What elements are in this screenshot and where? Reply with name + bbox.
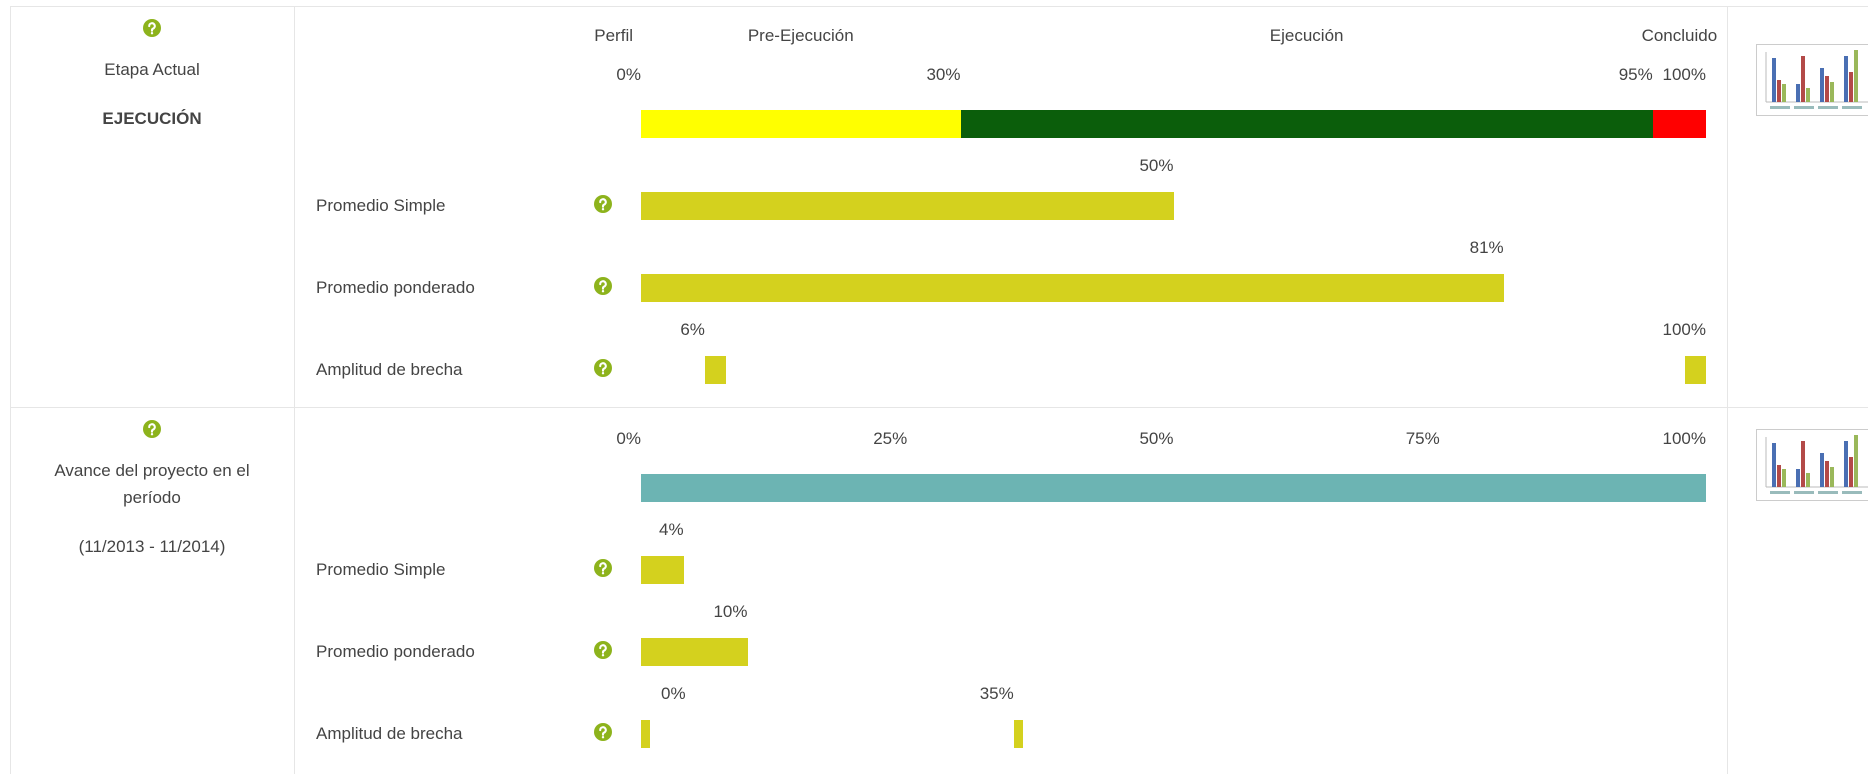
range-marker bbox=[1685, 356, 1706, 384]
stage-label: Concluido bbox=[1641, 26, 1718, 45]
column-separator bbox=[294, 6, 295, 774]
scale-label: 25% bbox=[873, 429, 908, 448]
metric-bar bbox=[641, 192, 1174, 220]
table-border bbox=[10, 6, 1868, 7]
metric-bar bbox=[641, 274, 1504, 302]
row-subtitle: EJECUCIÓN bbox=[102, 109, 202, 128]
metric-name: Amplitud de brecha bbox=[316, 360, 463, 379]
range-marker bbox=[704, 356, 726, 384]
scale-label: 0% bbox=[616, 429, 641, 448]
help-icon[interactable] bbox=[594, 641, 612, 659]
range-marker bbox=[641, 720, 650, 748]
metric-value-label: 6% bbox=[680, 320, 705, 339]
stage-bar bbox=[641, 474, 1706, 502]
help-icon[interactable] bbox=[594, 723, 612, 741]
help-icon[interactable] bbox=[594, 195, 612, 213]
chart-thumbnail[interactable] bbox=[1756, 429, 1868, 501]
row-title: Avance del proyecto en el período bbox=[54, 461, 250, 507]
metric-name: Promedio ponderado bbox=[316, 642, 475, 661]
stage-label: Pre-Ejecución bbox=[747, 26, 854, 45]
metric-bar bbox=[641, 638, 748, 666]
help-icon[interactable] bbox=[594, 277, 612, 295]
metric-value-label: 50% bbox=[1139, 156, 1174, 175]
row-heading: Avance del proyecto en el período (11/201… bbox=[32, 457, 272, 560]
metric-value-label: 10% bbox=[713, 602, 748, 621]
scale-label: 100% bbox=[1662, 65, 1706, 84]
help-icon[interactable] bbox=[143, 420, 161, 438]
column-separator bbox=[1727, 6, 1728, 774]
stage-label: Ejecución bbox=[1269, 26, 1344, 45]
range-marker bbox=[1013, 720, 1023, 748]
row-subtitle: (11/2013 - 11/2014) bbox=[78, 537, 226, 556]
stage-label: Perfil bbox=[594, 26, 633, 45]
scale-label: 100% bbox=[1662, 429, 1706, 448]
scale-label: 30% bbox=[926, 65, 961, 84]
scale-label: 75% bbox=[1405, 429, 1440, 448]
metric-value-label: 100% bbox=[1662, 320, 1706, 339]
stage-bar bbox=[960, 110, 1653, 138]
metric-value-label: 0% bbox=[661, 684, 686, 703]
metric-name: Promedio ponderado bbox=[316, 278, 475, 297]
metric-value-label: 4% bbox=[659, 520, 684, 539]
table-border bbox=[10, 6, 11, 774]
scale-label: 50% bbox=[1139, 429, 1174, 448]
help-icon[interactable] bbox=[143, 19, 161, 37]
metric-name: Amplitud de brecha bbox=[316, 724, 463, 743]
row-separator bbox=[10, 407, 1868, 408]
row-title: Etapa Actual bbox=[104, 60, 200, 79]
scale-label: 0% bbox=[616, 65, 641, 84]
metric-value-label: 35% bbox=[979, 684, 1014, 703]
metric-name: Promedio Simple bbox=[316, 196, 446, 215]
scale-label: 95% bbox=[1618, 65, 1653, 84]
chart-thumbnail[interactable] bbox=[1756, 44, 1868, 116]
metric-bar bbox=[641, 556, 684, 584]
stage-bar bbox=[641, 110, 961, 138]
row-heading: Etapa Actual EJECUCIÓN bbox=[32, 56, 272, 132]
help-icon[interactable] bbox=[594, 359, 612, 377]
metric-value-label: 81% bbox=[1469, 238, 1504, 257]
metric-name: Promedio Simple bbox=[316, 560, 446, 579]
stage-bar bbox=[1652, 110, 1706, 138]
help-icon[interactable] bbox=[594, 559, 612, 577]
